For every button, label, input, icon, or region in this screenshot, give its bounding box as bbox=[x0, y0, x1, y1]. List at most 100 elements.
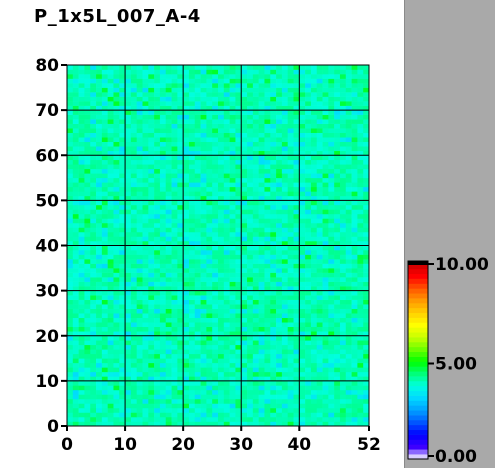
heatmap-cell bbox=[142, 65, 149, 70]
heatmap-cell bbox=[136, 304, 143, 309]
heatmap-cell bbox=[310, 182, 318, 188]
heatmap-cell bbox=[67, 407, 74, 413]
heatmap-cell bbox=[223, 213, 230, 219]
heatmap-cell bbox=[363, 137, 370, 143]
heatmap-cell bbox=[119, 299, 126, 305]
heatmap-cell bbox=[339, 227, 347, 233]
heatmap-cell bbox=[223, 119, 230, 124]
heatmap-cell bbox=[218, 254, 225, 260]
heatmap-cell bbox=[101, 308, 108, 314]
heatmap-cell bbox=[107, 367, 114, 373]
heatmap-cell bbox=[270, 326, 277, 332]
heatmap-cell bbox=[194, 268, 201, 273]
heatmap-cell bbox=[357, 245, 364, 251]
heatmap-cell bbox=[212, 195, 219, 201]
heatmap-cell bbox=[218, 137, 225, 143]
heatmap-cell bbox=[148, 195, 155, 201]
heatmap-cell bbox=[101, 416, 108, 422]
heatmap-cell bbox=[212, 236, 219, 242]
heatmap-cell bbox=[171, 227, 178, 233]
heatmap-cell bbox=[90, 268, 97, 273]
heatmap-cell bbox=[177, 159, 184, 165]
heatmap-cell bbox=[67, 186, 74, 192]
heatmap-cell bbox=[339, 150, 347, 156]
heatmap-cell bbox=[293, 114, 300, 120]
heatmap-cell bbox=[188, 286, 196, 291]
heatmap-cell bbox=[206, 394, 213, 400]
heatmap-cell bbox=[165, 123, 172, 129]
heatmap-cell bbox=[96, 335, 103, 341]
heatmap-cell bbox=[177, 105, 184, 111]
heatmap-cell bbox=[165, 344, 172, 350]
heatmap-cell bbox=[113, 128, 120, 133]
heatmap-cell bbox=[159, 186, 167, 192]
heatmap-cell bbox=[235, 371, 242, 377]
heatmap-cell bbox=[194, 272, 201, 278]
heatmap-cell bbox=[276, 119, 283, 124]
heatmap-cell bbox=[148, 317, 155, 323]
heatmap-cell bbox=[148, 78, 155, 84]
heatmap-cell bbox=[84, 331, 91, 337]
heatmap-cell bbox=[183, 119, 190, 124]
heatmap-cell bbox=[218, 168, 225, 174]
heatmap-cell bbox=[281, 259, 288, 264]
heatmap-cell bbox=[84, 155, 91, 161]
heatmap-cell bbox=[206, 371, 213, 377]
heatmap-cell bbox=[363, 128, 370, 133]
heatmap-cell bbox=[241, 394, 248, 400]
heatmap-cell bbox=[194, 222, 201, 228]
heatmap-cell bbox=[206, 132, 213, 138]
heatmap-cell bbox=[125, 128, 132, 133]
heatmap-cell bbox=[241, 421, 248, 427]
heatmap-cell bbox=[206, 141, 213, 147]
heatmap-cell bbox=[165, 128, 172, 133]
heatmap-cell bbox=[194, 371, 201, 377]
heatmap-cell bbox=[119, 335, 126, 341]
heatmap-cell bbox=[154, 250, 161, 255]
heatmap-cell bbox=[218, 92, 225, 97]
heatmap-cell bbox=[212, 231, 219, 237]
heatmap-cell bbox=[119, 362, 126, 368]
heatmap-cell bbox=[229, 394, 236, 400]
heatmap-cell bbox=[310, 268, 318, 273]
heatmap-cell bbox=[252, 96, 259, 102]
heatmap-cell bbox=[78, 164, 85, 170]
heatmap-cell bbox=[322, 119, 329, 124]
heatmap-cell bbox=[171, 407, 178, 413]
heatmap-cell bbox=[113, 110, 120, 115]
heatmap-cell bbox=[142, 272, 149, 278]
heatmap-cell bbox=[334, 308, 341, 314]
heatmap-cell bbox=[113, 412, 120, 418]
heatmap-cell bbox=[322, 295, 329, 300]
heatmap-cell bbox=[351, 209, 358, 215]
heatmap-cell bbox=[310, 128, 318, 133]
heatmap-cell bbox=[345, 119, 352, 124]
heatmap-cell bbox=[188, 250, 196, 255]
heatmap-cell bbox=[206, 128, 213, 133]
heatmap-cell bbox=[247, 146, 254, 152]
heatmap-cell bbox=[247, 128, 254, 133]
heatmap-cell bbox=[177, 335, 184, 341]
heatmap-cell bbox=[316, 349, 323, 355]
heatmap-cell bbox=[218, 204, 225, 210]
heatmap-cell bbox=[130, 96, 137, 102]
heatmap-cell bbox=[345, 272, 352, 278]
heatmap-cell bbox=[229, 78, 236, 84]
heatmap-cell bbox=[322, 394, 329, 400]
heatmap-cell bbox=[171, 123, 178, 129]
heatmap-cell bbox=[218, 398, 225, 404]
heatmap-cell bbox=[200, 186, 207, 192]
heatmap-cell bbox=[171, 353, 178, 359]
heatmap-cell bbox=[171, 141, 178, 147]
heatmap-cell bbox=[107, 371, 114, 377]
heatmap-cell bbox=[229, 168, 236, 174]
heatmap-cell bbox=[351, 313, 358, 318]
heatmap-cell bbox=[328, 389, 335, 395]
heatmap-cell bbox=[78, 227, 85, 233]
heatmap-cell bbox=[287, 159, 294, 165]
heatmap-cell bbox=[328, 87, 335, 93]
heatmap-cell bbox=[206, 222, 213, 228]
heatmap-cell bbox=[322, 335, 329, 341]
heatmap-cell bbox=[165, 367, 172, 373]
heatmap-cell bbox=[165, 376, 172, 382]
